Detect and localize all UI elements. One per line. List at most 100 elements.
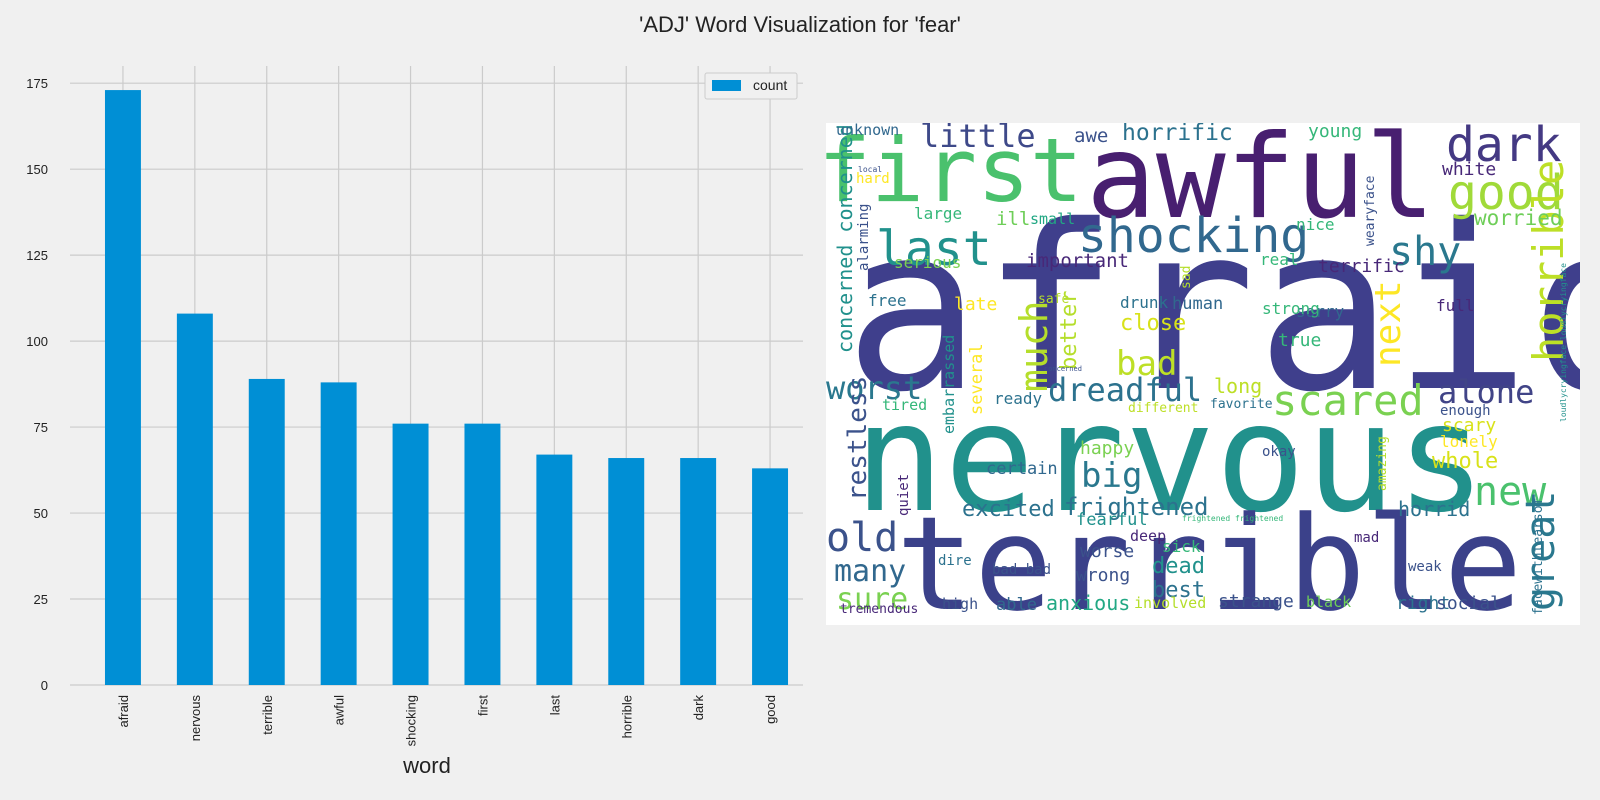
cloud-word: wrong xyxy=(1076,565,1130,586)
cloud-word: whole xyxy=(1432,449,1498,474)
x-tick-label: horrible xyxy=(619,695,634,738)
cloud-word: safe xyxy=(1038,292,1069,307)
cloud-word: dreadful xyxy=(1048,371,1202,409)
cloud-word: best xyxy=(1152,578,1205,603)
cloud-word: weak xyxy=(1408,559,1442,575)
cloud-word: frightened xyxy=(1064,493,1209,521)
cloud-word: tremendous xyxy=(840,602,918,617)
cloud-word: involved xyxy=(1134,594,1206,612)
cloud-word: certain xyxy=(986,459,1058,479)
y-tick-label: 75 xyxy=(34,420,48,435)
cloud-word: right xyxy=(1396,593,1450,614)
x-tick-label: last xyxy=(547,695,562,716)
cloud-word: able xyxy=(996,595,1037,615)
cloud-word: terrific xyxy=(1318,256,1405,277)
cloud-word: afraid xyxy=(844,176,1580,442)
cloud-word: concerned xyxy=(1044,365,1082,373)
cloud-word: several xyxy=(967,343,987,415)
cloud-word: next xyxy=(1368,280,1409,367)
y-tick-label: 50 xyxy=(34,506,48,521)
cloud-word: sorry xyxy=(1296,302,1345,321)
bar-horrible xyxy=(608,458,645,685)
bar-awful xyxy=(320,382,357,685)
cloud-word: large xyxy=(914,204,962,223)
y-tick-label: 100 xyxy=(26,334,48,349)
cloud-word: last xyxy=(876,221,992,277)
cloud-word: frightened frightened xyxy=(1182,514,1283,523)
x-tick-labels: afraid nervous terrible awful shocking first l… xyxy=(116,695,778,747)
cloud-word: long xyxy=(1214,374,1262,398)
cloud-word: sure xyxy=(836,582,908,617)
cloud-word: enough xyxy=(1440,403,1491,419)
cloud-word: lonely xyxy=(1440,432,1498,451)
cloud-word: small xyxy=(1030,210,1075,228)
cloud-word: different xyxy=(1128,401,1198,416)
cloud-word: black xyxy=(1306,593,1351,611)
cloud-word: serious xyxy=(894,253,961,272)
x-tick-label: afraid xyxy=(116,695,131,728)
cloud-word: true xyxy=(1278,330,1321,351)
figure-title: 'ADJ' Word Visualization for 'fear' xyxy=(639,12,961,37)
cloud-word: ready xyxy=(994,389,1043,408)
x-tick-label: awful xyxy=(332,695,347,725)
bar-nervous xyxy=(176,313,213,685)
cloud-word: worst xyxy=(826,369,922,407)
cloud-word: anxious xyxy=(1046,591,1130,615)
cloud-word: great xyxy=(1518,491,1564,611)
cloud-word: strange xyxy=(1218,591,1294,612)
x-tick-label: shocking xyxy=(404,695,419,746)
cloud-word: okay xyxy=(1262,444,1296,460)
x-tick-label: good xyxy=(763,695,778,724)
cloud-word: important xyxy=(1026,250,1129,272)
legend-box xyxy=(704,72,798,100)
cloud-word: facewithtearsof xyxy=(1531,498,1546,615)
cloud-word: unknown xyxy=(836,123,899,139)
cloud-word: much xyxy=(1012,300,1056,392)
cloud-word: amazing xyxy=(1375,436,1390,491)
legend-label: count xyxy=(753,77,787,93)
cloud-word: close xyxy=(1120,311,1186,336)
cloud-word: embarrassed xyxy=(940,335,958,434)
bars xyxy=(104,90,789,686)
cloud-word: worried xyxy=(1474,206,1563,230)
cloud-word: local xyxy=(858,165,882,174)
cloud-word: loudlycryingface loudlycryingface xyxy=(1559,263,1568,422)
bar-chart: 0 25 50 75 100 125 150 175 afraid nervous terribl… xyxy=(26,66,803,778)
bar-good xyxy=(752,468,789,685)
cloud-word: bad xyxy=(1116,344,1177,384)
cloud-word: horrid xyxy=(1398,497,1470,521)
x-tick-label: first xyxy=(475,695,490,716)
cloud-word: nice xyxy=(1296,215,1335,234)
bar-afraid xyxy=(104,90,141,686)
legend-swatch xyxy=(712,80,741,91)
cloud-word: bad bad xyxy=(992,562,1051,578)
cloud-word: nervous xyxy=(854,372,1486,546)
cloud-word: awful xyxy=(1086,123,1435,245)
cloud-word: horrible xyxy=(1524,160,1573,362)
y-tick-labels: 0 25 50 75 100 125 150 175 xyxy=(26,76,48,693)
y-tick-label: 125 xyxy=(26,248,48,263)
cloud-word: concerned concerned xyxy=(833,124,857,353)
cloud-word: better xyxy=(1057,291,1082,370)
bar-first xyxy=(464,423,501,685)
cloud-word: dead xyxy=(1152,554,1205,579)
cloud-word: dark xyxy=(1446,123,1562,173)
cloud-word: quiet xyxy=(896,474,912,516)
cloud-word: first xyxy=(826,123,1083,222)
cloud-word: excited xyxy=(962,497,1055,522)
cloud-word: happy xyxy=(1080,438,1134,459)
cloud-word: social xyxy=(1436,593,1501,614)
cloud-word: strong xyxy=(1262,299,1320,318)
cloud-word: many xyxy=(834,554,906,589)
cloud-word: alarming xyxy=(856,204,872,271)
cloud-word: shy xyxy=(1389,229,1461,275)
cloud-word: mad xyxy=(1354,530,1379,546)
cloud-word: good xyxy=(1448,165,1564,221)
cloud-word: young xyxy=(1308,123,1362,142)
cloud-word: white xyxy=(1442,159,1496,180)
y-tick-label: 150 xyxy=(26,162,48,177)
x-axis-label: word xyxy=(402,753,451,778)
y-tick-label: 25 xyxy=(34,592,48,607)
cloud-word: big xyxy=(1081,456,1142,496)
